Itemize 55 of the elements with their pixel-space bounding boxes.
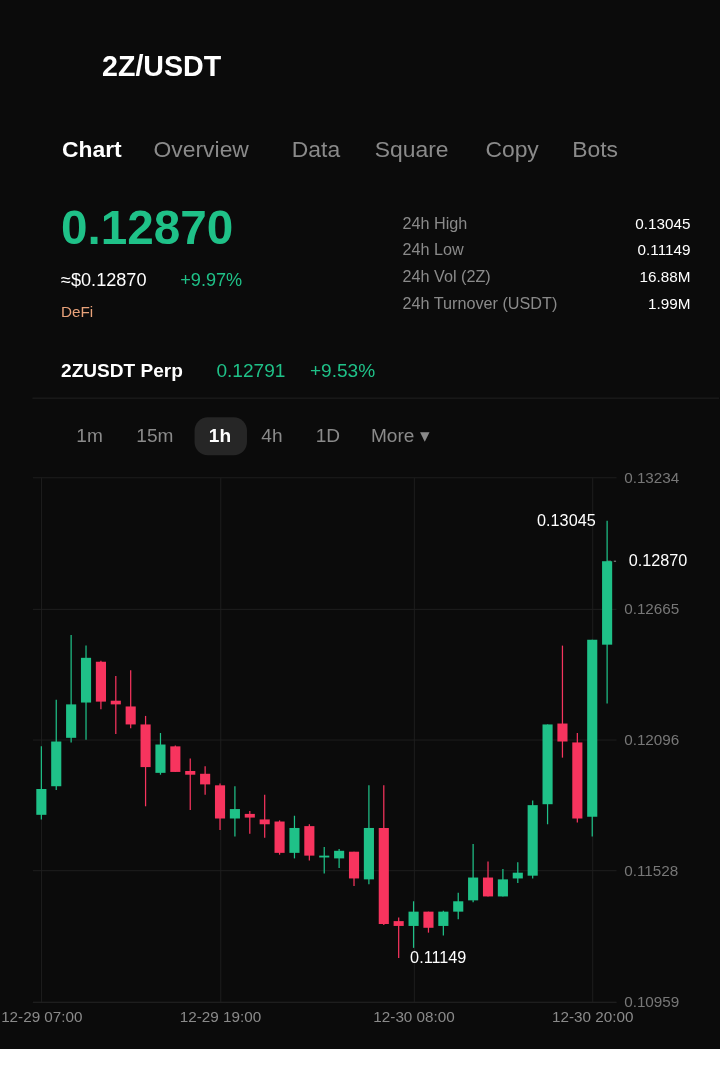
candlestick — [438, 910, 449, 937]
text: 0.12791 — [216, 360, 286, 382]
text: 16.88M — [639, 267, 691, 285]
candlestick — [244, 810, 255, 835]
text: More ▾ — [370, 425, 430, 447]
text: Overview — [153, 135, 250, 162]
text: +9.53% — [309, 360, 376, 382]
ref-line-label: 0.12870 — [628, 550, 688, 569]
text: 15m — [136, 425, 174, 447]
text: +9.97% — [180, 269, 243, 290]
text: 2ZUSDT Perp — [61, 360, 183, 382]
text: 24h Turnover (USDT) — [402, 293, 558, 312]
candlestick — [482, 860, 494, 898]
candlestick — [200, 765, 211, 796]
candlestick — [408, 900, 419, 949]
text: 4h — [261, 425, 283, 447]
x-tick-label: 12-29 19:00 — [179, 1008, 262, 1026]
text: 24h Low — [402, 240, 464, 259]
text: Copy — [485, 135, 540, 162]
candlestick — [453, 892, 464, 920]
candlestick — [468, 843, 479, 903]
candlestick — [229, 785, 240, 838]
candlestick — [185, 757, 196, 811]
text: DeFi — [61, 303, 94, 321]
text: ≈$0.12870 — [61, 269, 147, 290]
y-tick-label: 0.12665 — [624, 599, 680, 617]
annotation: 0.13045 — [537, 510, 596, 529]
candlestick — [259, 794, 270, 839]
candlestick — [125, 669, 136, 729]
text: 1.99M — [648, 294, 691, 312]
text: 1D — [315, 425, 341, 447]
text: Data — [291, 135, 341, 162]
text: 24h Vol (2Z) — [402, 266, 491, 285]
x-tick-label: 12-29 07:00 — [1, 1008, 83, 1026]
text: Square — [374, 135, 449, 162]
text: Bots — [572, 135, 618, 162]
text: Chart — [61, 135, 123, 162]
candlestick — [393, 916, 404, 959]
text: 0.13045 — [635, 215, 691, 233]
y-tick-label: 0.12096 — [624, 730, 680, 748]
text: 0.11149 — [637, 241, 691, 259]
candlestick — [334, 848, 345, 869]
text: 1h — [208, 425, 232, 447]
y-tick-label: 0.11528 — [624, 861, 679, 879]
y-tick-label: 0.13234 — [624, 468, 680, 486]
text: 1m — [76, 425, 103, 447]
y-tick-label: 0.10959 — [624, 993, 680, 1011]
x-tick-label: 12-30 20:00 — [552, 1008, 634, 1026]
text: 24h High — [402, 214, 468, 233]
annotation: 0.11149 — [410, 947, 467, 966]
x-tick-label: 12-30 08:00 — [373, 1008, 455, 1026]
text: 0.12870 — [61, 200, 234, 254]
chart-title: 2Z/USDT — [102, 49, 222, 82]
candlestick — [497, 868, 508, 898]
candlestick — [557, 644, 568, 759]
